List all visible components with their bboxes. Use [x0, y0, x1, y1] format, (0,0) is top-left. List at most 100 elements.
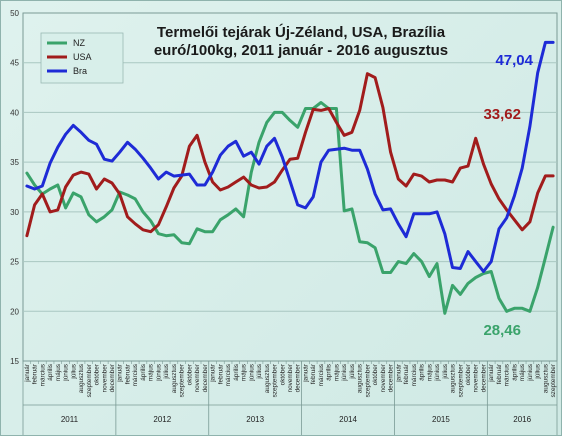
x-tick-label: augusztus: [357, 364, 364, 393]
x-tick-label: április: [233, 364, 240, 381]
x-tick-label: március: [504, 364, 511, 386]
y-tick-label: 50: [10, 9, 19, 18]
y-tick-label: 35: [10, 158, 19, 167]
y-tick-label: 15: [10, 357, 19, 366]
x-tick-label: szeptember: [179, 363, 186, 397]
year-label: 2011: [61, 415, 79, 424]
series-line-usa: [25, 72, 555, 238]
x-tick-label: szeptember: [86, 363, 93, 397]
x-tick-label: január: [488, 363, 495, 383]
x-tick-label: március: [39, 364, 46, 386]
year-label: 2013: [246, 415, 264, 424]
x-tick-label: december: [480, 363, 487, 392]
x-tick-label: április: [326, 364, 333, 381]
year-label: 2016: [513, 415, 531, 424]
x-tick-label: március: [225, 364, 232, 386]
series-lines: [25, 40, 555, 315]
end-value-label-usa: 33,62: [483, 106, 521, 123]
x-tick-label: október: [186, 363, 193, 385]
legend-label-bra: Bra: [73, 66, 87, 76]
x-tick-label: február: [310, 363, 317, 384]
x-tick-label: július: [442, 364, 449, 380]
x-tick-label: június: [63, 364, 70, 382]
y-tick-label: 30: [10, 208, 19, 217]
x-tick-label: április: [47, 364, 54, 381]
x-tick-label: február: [217, 363, 224, 384]
x-tick-label: január: [395, 363, 402, 383]
legend-label-usa: USA: [73, 52, 92, 62]
x-tick-label: november: [101, 363, 108, 392]
x-tick-label: szeptember: [457, 363, 464, 397]
x-tick-label: november: [287, 363, 294, 392]
labels: Termelői tejárak Új-Zéland, USA, Brazíli…: [40, 23, 534, 339]
x-tick-label: január: [210, 363, 217, 383]
legend: NZ USA Bra: [40, 32, 124, 84]
x-tick-label: február: [124, 363, 131, 384]
x-tick-label: október: [279, 363, 286, 385]
year-label: 2014: [339, 415, 357, 424]
x-tick-label: június: [341, 364, 348, 382]
x-tick-label: július: [256, 364, 263, 380]
year-label: 2015: [432, 415, 450, 424]
x-tick-label: március: [318, 364, 325, 386]
end-value-label-bra: 47,04: [495, 52, 533, 69]
x-tick-label: január: [117, 363, 124, 383]
x-tick-label: augusztus: [450, 364, 457, 393]
series-line-bra: [25, 40, 555, 273]
x-tick-label: június: [155, 364, 162, 382]
x-tick-label: június: [527, 364, 534, 382]
x-tick-label: október: [372, 363, 379, 385]
x-tick-label: február: [403, 363, 410, 384]
x-tick-label: szeptember: [550, 363, 557, 397]
x-tick-label: június: [434, 364, 441, 382]
x-tick-label: november: [380, 363, 387, 392]
x-tick-label: december: [295, 363, 302, 392]
plot-frame: [22, 12, 558, 362]
x-tick-label: május: [55, 364, 62, 381]
x-tick-label: szeptember: [272, 363, 279, 397]
x-tick-label: július: [535, 364, 542, 380]
x-tick-label: május: [241, 364, 248, 381]
y-tick-label: 45: [10, 59, 19, 68]
chart-title-line: Termelői tejárak Új-Zéland, USA, Brazíli…: [157, 23, 446, 41]
x-tick-label: szeptember: [364, 363, 371, 397]
x-tick-label: március: [411, 364, 418, 386]
x-tick-label: január: [24, 363, 31, 383]
x-tick-label: november: [194, 363, 201, 392]
x-tick-label: december: [109, 363, 116, 392]
x-tick-label: július: [70, 364, 77, 380]
chart-title-line: euró/100kg, 2011 január - 2016 augusztus: [154, 42, 448, 59]
legend-label-nz: NZ: [73, 38, 85, 48]
x-tick-label: augusztus: [171, 364, 178, 393]
x-tick-label: április: [140, 364, 147, 381]
series-line-nz: [25, 101, 555, 315]
x-tick-label: augusztus: [264, 364, 271, 393]
x-tick-label: május: [148, 364, 155, 381]
x-tick-label: február: [32, 363, 39, 384]
x-tick-label: április: [419, 364, 426, 381]
y-tick-label: 20: [10, 307, 19, 316]
x-tick-label: október: [94, 363, 101, 385]
y-tick-label: 40: [10, 108, 19, 117]
year-label: 2012: [153, 415, 171, 424]
x-tick-label: augusztus: [78, 364, 85, 393]
x-tick-label: június: [248, 364, 255, 382]
x-tick-label: december: [202, 363, 209, 392]
x-tick-label: május: [426, 364, 433, 381]
x-tick-label: január: [302, 363, 309, 383]
x-tick-label: augusztus: [542, 364, 549, 393]
x-tick-label: július: [349, 364, 356, 380]
x-tick-label: október: [465, 363, 472, 385]
x-tick-label: február: [496, 363, 503, 384]
x-tick-label: május: [519, 364, 526, 381]
y-tick-label: 25: [10, 258, 19, 267]
x-tick-label: november: [473, 363, 480, 392]
x-tick-label: március: [132, 364, 139, 386]
end-value-label-nz: 28,46: [483, 322, 521, 339]
x-tick-label: december: [388, 363, 395, 392]
x-tick-label: július: [163, 364, 170, 380]
x-tick-label: április: [511, 364, 518, 381]
